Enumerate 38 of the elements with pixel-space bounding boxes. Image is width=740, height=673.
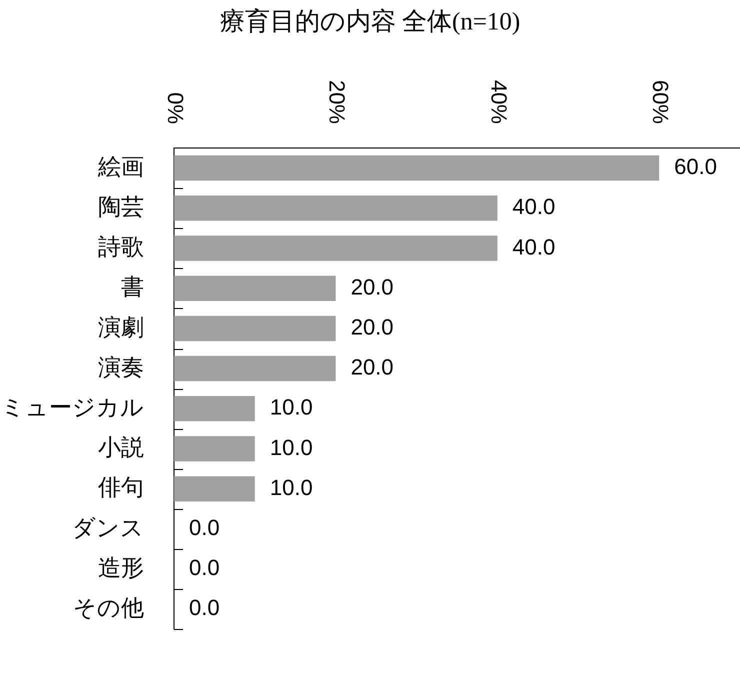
- bar: [174, 316, 336, 342]
- data-label: 60.0: [674, 154, 717, 180]
- data-label: 0.0: [189, 515, 220, 540]
- data-label: 40.0: [512, 194, 556, 220]
- data-label: 10.0: [270, 474, 313, 500]
- bar: [174, 155, 660, 181]
- data-label: 10.0: [270, 394, 313, 420]
- y-tick-label: 演劇: [98, 314, 144, 340]
- x-tick-label: 60%: [648, 80, 674, 124]
- data-label: 10.0: [270, 434, 313, 460]
- data-label: 0.0: [189, 555, 220, 580]
- x-tick-label: 40%: [486, 80, 512, 124]
- y-tick-label: 絵画: [97, 153, 144, 180]
- y-tick-label: 演奏: [98, 354, 144, 380]
- x-tick-label: 20%: [324, 80, 350, 124]
- bar: [174, 236, 498, 261]
- y-tick-label: ミュージカル: [1, 394, 144, 420]
- data-label: 40.0: [512, 234, 556, 260]
- x-tick-label: 0%: [162, 92, 188, 124]
- bar: [174, 196, 498, 221]
- bar: [174, 476, 255, 502]
- y-tick-label: 詩歌: [98, 234, 144, 260]
- y-tick-label: 小説: [98, 434, 144, 460]
- y-tick-label: 陶芸: [98, 193, 144, 220]
- y-tick-label: 造形: [98, 554, 144, 580]
- y-tick-label: その他: [73, 594, 144, 620]
- bar: [174, 436, 255, 462]
- bar: [174, 356, 336, 382]
- bar: [174, 276, 336, 301]
- data-label: 20.0: [350, 274, 394, 300]
- data-label: 20.0: [350, 314, 394, 340]
- y-tick-label: 俳句: [98, 474, 144, 500]
- data-label: 0.0: [189, 595, 220, 620]
- y-tick-label: ダンス: [72, 514, 144, 540]
- chart-title: 療育目的の内容 全体(n=10): [220, 8, 520, 36]
- y-tick-label: 書: [121, 274, 144, 300]
- data-label: 20.0: [350, 354, 394, 380]
- bar: [174, 396, 255, 422]
